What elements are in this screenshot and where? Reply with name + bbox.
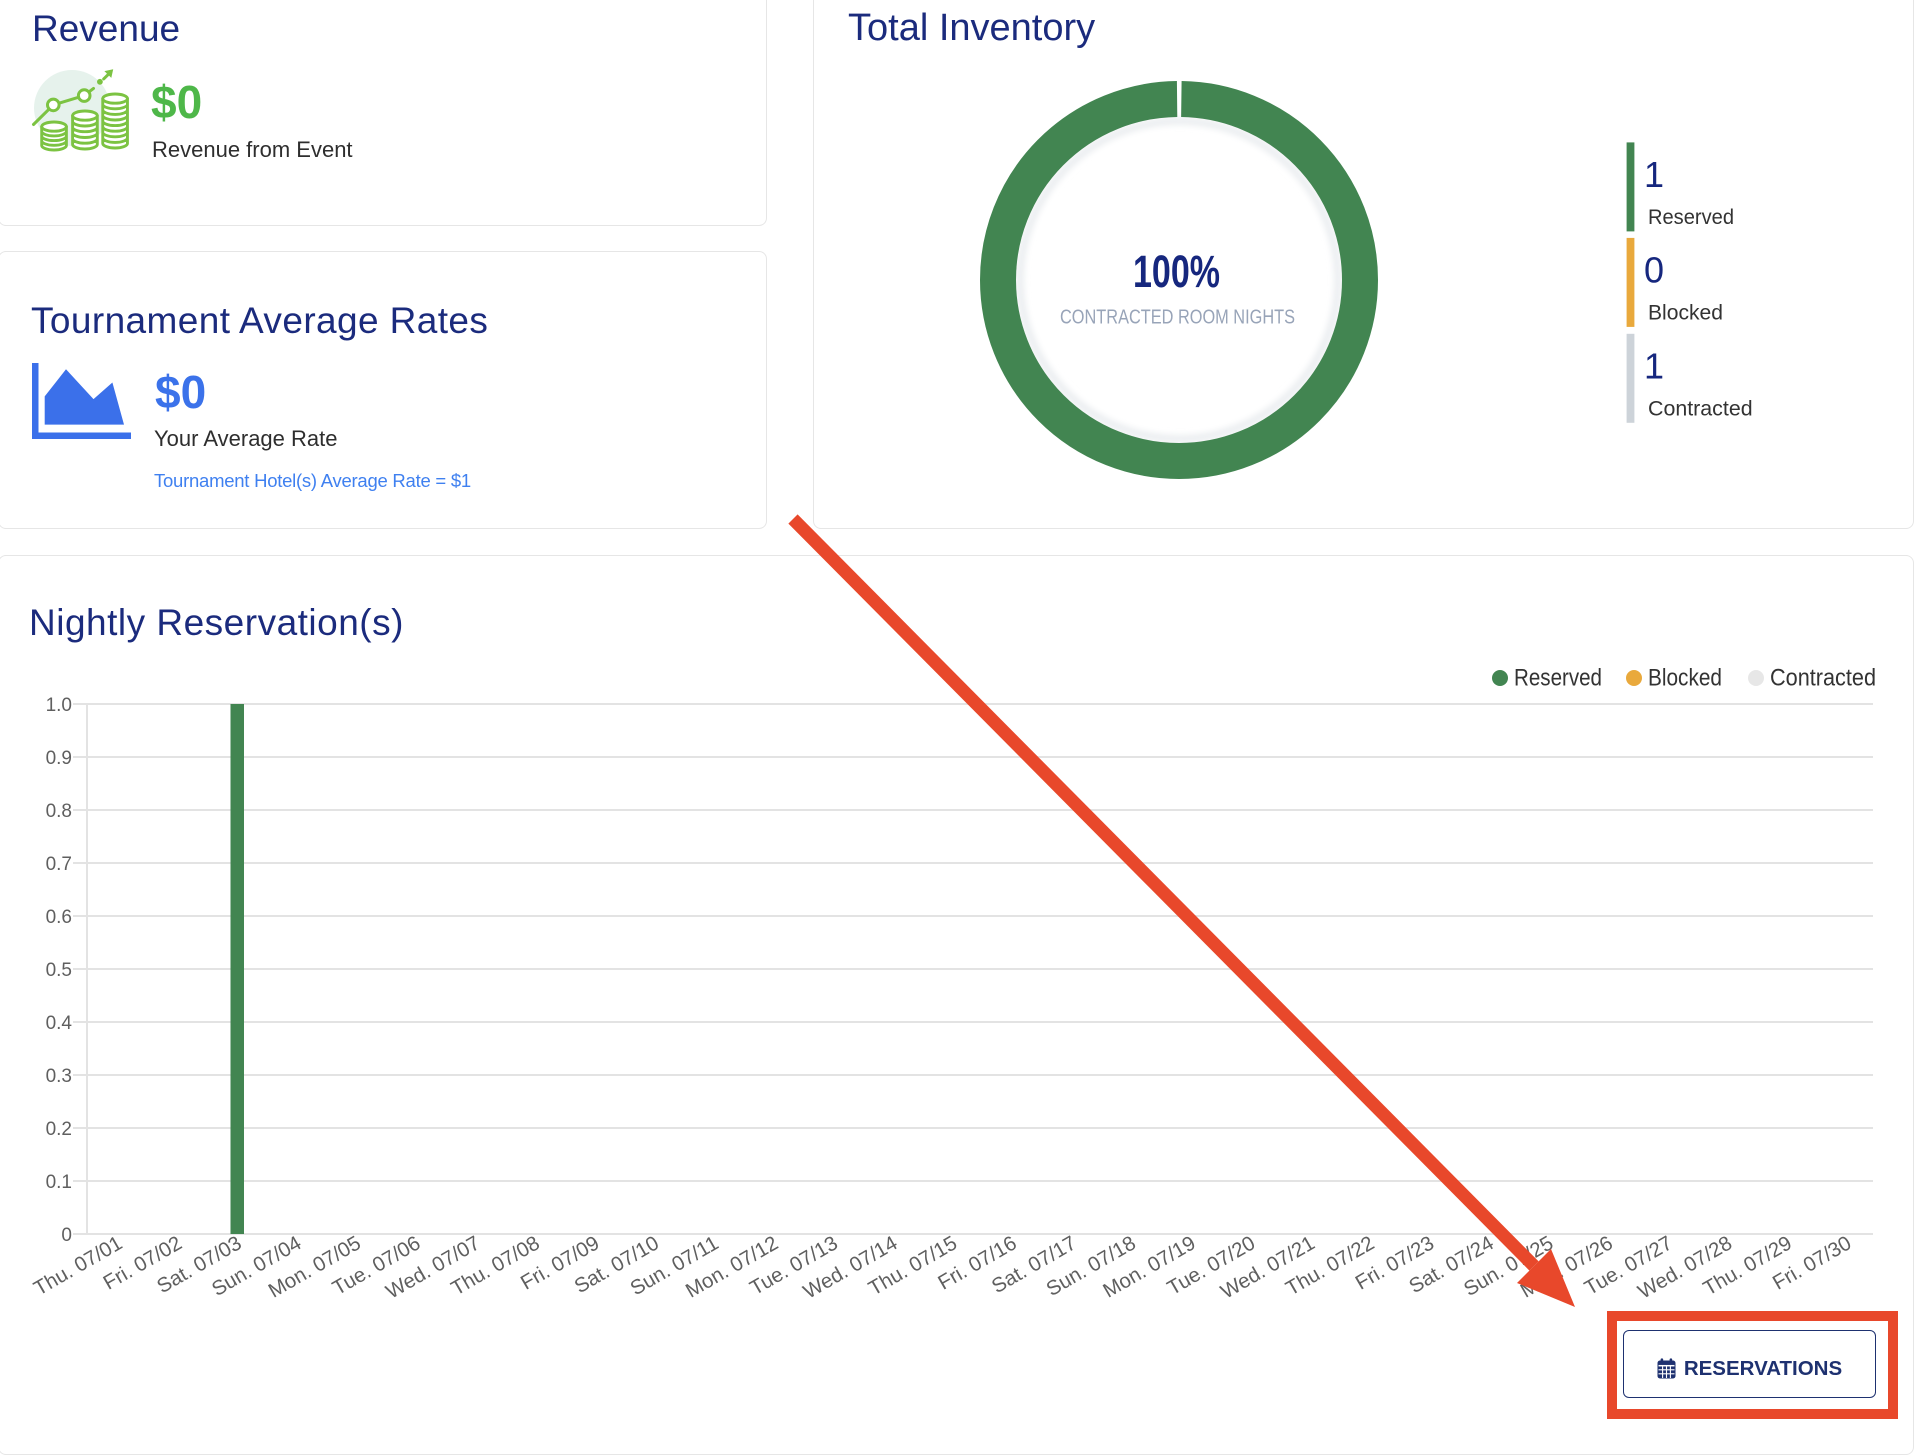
svg-text:Contracted: Contracted	[1648, 396, 1753, 420]
svg-text:1.0: 1.0	[46, 695, 72, 716]
svg-text:0.4: 0.4	[46, 1013, 73, 1034]
svg-text:0: 0	[1644, 250, 1664, 291]
svg-text:Blocked: Blocked	[1648, 665, 1722, 692]
svg-text:0.2: 0.2	[46, 1119, 72, 1140]
svg-text:Reserved: Reserved	[1514, 665, 1602, 692]
svg-text:1: 1	[1644, 346, 1664, 387]
svg-text:0.1: 0.1	[46, 1172, 72, 1193]
svg-text:CONTRACTED ROOM NIGHTS: CONTRACTED ROOM NIGHTS	[1060, 307, 1295, 329]
svg-text:0.8: 0.8	[46, 801, 72, 822]
svg-text:0.5: 0.5	[46, 960, 72, 981]
svg-text:100%: 100%	[1133, 246, 1220, 297]
svg-text:0: 0	[61, 1225, 72, 1246]
svg-text:0.9: 0.9	[46, 748, 72, 769]
svg-text:Blocked: Blocked	[1648, 301, 1723, 325]
svg-text:1: 1	[1644, 154, 1664, 195]
svg-text:Reserved: Reserved	[1648, 205, 1734, 229]
svg-text:0.7: 0.7	[46, 854, 72, 875]
svg-text:Contracted: Contracted	[1770, 665, 1876, 692]
svg-text:0.6: 0.6	[46, 907, 72, 928]
svg-text:0.3: 0.3	[46, 1066, 72, 1087]
